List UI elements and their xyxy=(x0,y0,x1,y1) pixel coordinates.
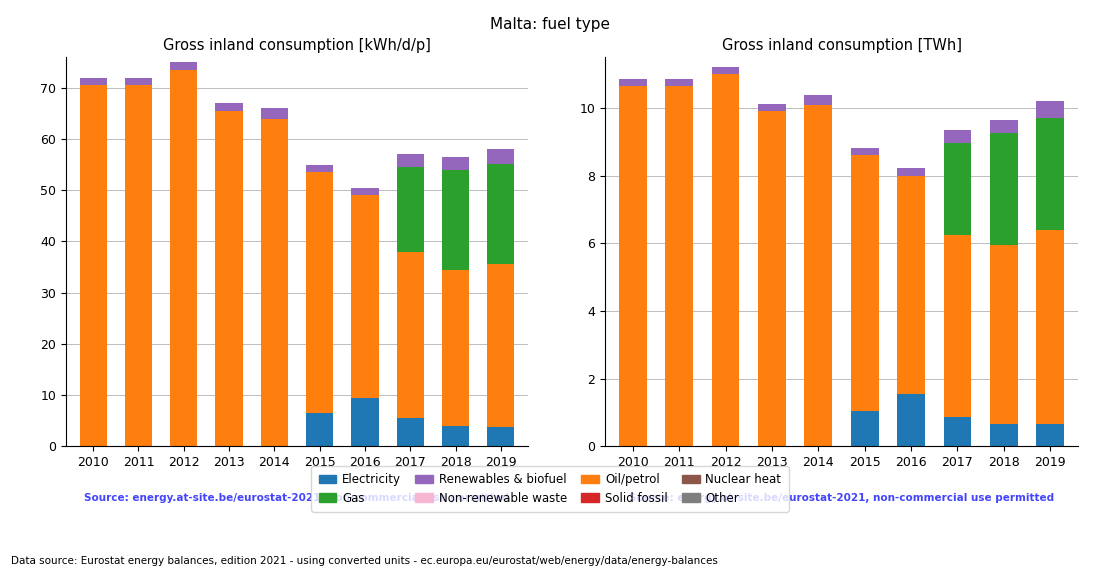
Bar xyxy=(898,394,925,446)
Bar xyxy=(758,112,785,446)
Bar xyxy=(1036,101,1064,118)
Bar xyxy=(216,104,243,111)
Bar xyxy=(216,111,243,446)
Bar xyxy=(351,188,378,196)
Bar xyxy=(712,74,739,446)
Bar xyxy=(487,164,515,264)
Bar xyxy=(487,264,515,427)
Bar xyxy=(442,157,469,170)
Bar xyxy=(306,172,333,413)
Bar xyxy=(804,105,833,446)
Bar xyxy=(850,148,879,155)
Bar xyxy=(306,413,333,446)
Bar xyxy=(944,418,971,446)
Bar xyxy=(944,235,971,418)
Bar xyxy=(397,154,424,167)
Bar xyxy=(944,130,971,144)
Bar xyxy=(487,427,515,446)
Title: Gross inland consumption [kWh/d/p]: Gross inland consumption [kWh/d/p] xyxy=(163,38,431,53)
Text: Source: energy.at-site.be/eurostat-2021, non-commercial use permitted: Source: energy.at-site.be/eurostat-2021,… xyxy=(85,493,509,503)
Bar xyxy=(170,62,197,70)
Bar xyxy=(306,165,333,172)
Bar xyxy=(804,95,833,105)
Bar xyxy=(990,245,1018,424)
Bar xyxy=(1036,230,1064,424)
Legend: Electricity, Gas, Renewables & biofuel, Non-renewable waste, Oil/petrol, Solid f: Electricity, Gas, Renewables & biofuel, … xyxy=(311,466,789,512)
Text: Malta: fuel type: Malta: fuel type xyxy=(490,17,610,32)
Bar xyxy=(758,104,785,112)
Bar xyxy=(125,78,152,85)
Bar xyxy=(1036,424,1064,446)
Bar xyxy=(850,155,879,411)
Text: Source: energy.at-site.be/eurostat-2021, non-commercial use permitted: Source: energy.at-site.be/eurostat-2021,… xyxy=(629,493,1054,503)
Bar xyxy=(79,85,107,446)
Bar xyxy=(170,70,197,446)
Bar xyxy=(898,168,925,176)
Bar xyxy=(397,167,424,252)
Bar xyxy=(712,67,739,74)
Bar xyxy=(944,144,971,235)
Bar xyxy=(1036,118,1064,230)
Bar xyxy=(990,133,1018,245)
Bar xyxy=(125,85,152,446)
Bar xyxy=(666,86,693,446)
Title: Gross inland consumption [TWh]: Gross inland consumption [TWh] xyxy=(722,38,961,53)
Bar xyxy=(261,108,288,118)
Bar xyxy=(898,176,925,394)
Bar xyxy=(397,252,424,418)
Bar xyxy=(442,269,469,426)
Bar xyxy=(850,411,879,446)
Bar xyxy=(666,78,693,86)
Bar xyxy=(990,120,1018,133)
Bar xyxy=(79,78,107,85)
Bar xyxy=(619,86,647,446)
Bar xyxy=(619,78,647,86)
Bar xyxy=(442,170,469,269)
Bar xyxy=(397,418,424,446)
Text: Data source: Eurostat energy balances, edition 2021 - using converted units - ec: Data source: Eurostat energy balances, e… xyxy=(11,557,718,566)
Bar xyxy=(351,398,378,446)
Bar xyxy=(990,424,1018,446)
Bar xyxy=(442,426,469,446)
Bar xyxy=(487,149,515,164)
Bar xyxy=(351,196,378,398)
Bar xyxy=(261,118,288,446)
